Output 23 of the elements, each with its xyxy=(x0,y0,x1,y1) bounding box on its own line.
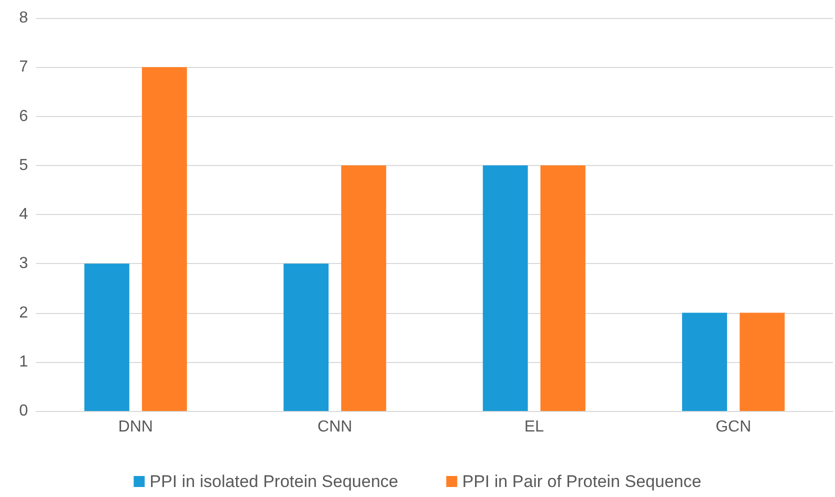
bar xyxy=(341,165,386,411)
bar xyxy=(682,312,728,411)
y-tick-label: 6 xyxy=(19,108,28,125)
y-tick-label: 3 xyxy=(19,255,28,272)
bar xyxy=(284,264,329,411)
x-tick-label: CNN xyxy=(318,418,352,436)
y-tick-label: 2 xyxy=(19,304,28,322)
legend-label: PPI in isolated Protein Sequence xyxy=(150,472,398,491)
y-tick-label: 1 xyxy=(19,353,28,370)
y-tick-label: 0 xyxy=(19,402,28,420)
bar xyxy=(84,264,130,411)
bar xyxy=(740,312,785,411)
bar xyxy=(142,67,187,411)
x-tick-label: GCN xyxy=(716,418,752,436)
x-tick-label: EL xyxy=(524,418,544,436)
y-tick-label: 7 xyxy=(19,58,28,76)
bar xyxy=(482,165,528,411)
legend-label: PPI in Pair of Protein Sequence xyxy=(462,472,702,491)
bar xyxy=(540,165,586,411)
y-tick-label: 8 xyxy=(19,10,28,26)
x-tick-label: DNN xyxy=(118,418,153,436)
y-tick-label: 5 xyxy=(19,156,28,174)
y-tick-label: 4 xyxy=(19,206,28,223)
